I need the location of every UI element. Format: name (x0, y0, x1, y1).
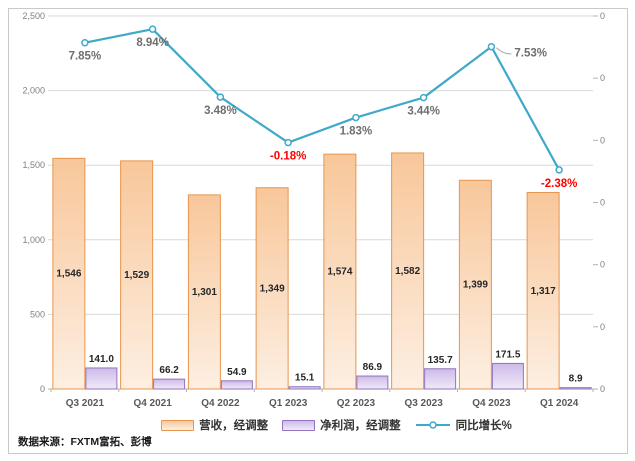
yoy-value-label: 1.83% (340, 126, 373, 138)
revenue-bar (323, 153, 357, 390)
yoy-value-label: 7.85% (69, 51, 102, 63)
net-profit-bar (491, 362, 524, 390)
yoy-marker (216, 93, 225, 101)
x-axis-label: Q3 2021 (66, 398, 105, 409)
net-profit-bar (288, 386, 321, 390)
yoy-marker (148, 25, 157, 33)
revenue-bar (526, 192, 560, 390)
y-axis-left-tick-label: 2,500 (22, 11, 45, 21)
y-axis-right-tick-label: 0 (600, 384, 605, 394)
net-profit-bar (424, 368, 457, 390)
y-axis-left-tick-label: 2,000 (22, 86, 45, 96)
yoy-marker (419, 93, 428, 102)
bar-value-label: 1,529 (124, 270, 149, 281)
bar-value-label: 1,546 (56, 269, 81, 280)
yoy-value-label: 3.48% (204, 105, 237, 117)
yoy-line (84, 28, 561, 171)
legend-item-revenue: 营收，经调整 (161, 417, 268, 433)
yoy-value-label: 3.44% (407, 106, 440, 118)
x-axis-label: Q4 2022 (201, 398, 240, 409)
bar-value-label: 171.5 (495, 349, 520, 360)
yoy-value-label: 8.94% (136, 37, 169, 49)
net-profit-bar (153, 378, 186, 390)
x-axis-label: Q1 2024 (540, 398, 579, 409)
legend-item-yoy: 同比增长% (415, 417, 512, 433)
bar-value-label: 1,349 (260, 283, 285, 294)
revenue-bar (187, 194, 221, 390)
y-axis-left-tick-label: 500 (30, 309, 45, 319)
revenue-bar (255, 187, 289, 390)
legend-label-net-profit: 净利润，经调整 (320, 420, 401, 432)
y-axis-left-tick-label: 1,000 (22, 235, 45, 245)
x-axis-label: Q4 2023 (472, 398, 511, 409)
net-profit-bar (559, 387, 592, 390)
x-axis-label: Q1 2023 (269, 398, 308, 409)
yoy-marker (284, 138, 292, 147)
revenue-bar (458, 179, 492, 390)
source-note: 数据来源：FXTM富拓、彭博 (18, 436, 152, 448)
yoy-value-label: 7.53% (514, 48, 547, 60)
revenue-swatch-icon (161, 419, 195, 431)
bar-value-label: 86.9 (363, 362, 383, 373)
legend-label-revenue: 营收，经调整 (199, 420, 269, 432)
bar-value-label: 1,582 (395, 266, 420, 277)
bar-value-label: 1,317 (531, 286, 556, 297)
y-axis-right-tick-label: 0 (600, 73, 605, 83)
yoy-marker (352, 113, 360, 122)
yoy-marker (555, 166, 563, 174)
x-axis-label: Q2 2023 (337, 398, 376, 409)
x-axis-label: Q4 2021 (133, 398, 172, 409)
bar-value-label: 135.7 (428, 355, 453, 366)
revenue-bar (120, 160, 154, 390)
yoy-marker (487, 42, 496, 51)
net-profit-bar (220, 380, 253, 390)
yoy-value-label: -0.18% (270, 151, 306, 163)
x-axis-label: Q3 2023 (404, 398, 443, 409)
bar-value-label: 1,399 (463, 280, 488, 291)
bar-value-label: 54.9 (227, 367, 247, 378)
revenue-bar (391, 152, 425, 390)
legend-label-yoy: 同比增长% (455, 420, 512, 432)
chart-legend: 营收，经调整 净利润，经调整 同比增长% (0, 417, 635, 433)
yoy-marker (81, 38, 89, 47)
legend-item-net-profit: 净利润，经调整 (282, 417, 401, 433)
y-axis-right-tick-label: 0 (600, 198, 605, 208)
label-leader-line (496, 47, 512, 55)
bar-value-label: 1,301 (192, 287, 217, 298)
net-profit-swatch-icon (282, 419, 316, 431)
bar-value-label: 141.0 (89, 354, 114, 365)
bar-value-label: 66.2 (159, 365, 179, 376)
net-profit-bar (356, 375, 389, 390)
y-axis-right-tick-label: 0 (600, 322, 605, 332)
yoy-line-swatch-glyph (415, 421, 450, 429)
bar-value-label: 15.1 (295, 373, 315, 384)
net-profit-bar (85, 367, 118, 390)
bar-value-label: 8.9 (569, 374, 583, 385)
yoy-line-swatch-icon (415, 419, 451, 431)
yoy-value-label: -2.38% (541, 178, 577, 190)
y-axis-right-tick-label: 0 (600, 135, 605, 145)
y-axis-left-tick-label: 1,500 (22, 160, 45, 170)
revenue-bar (52, 157, 86, 390)
bar-value-label: 1,574 (327, 267, 352, 278)
y-axis-right-tick-label: 0 (600, 11, 605, 21)
y-axis-right-tick-label: 0 (600, 260, 605, 270)
y-axis-left-tick-label: 0 (40, 384, 45, 394)
